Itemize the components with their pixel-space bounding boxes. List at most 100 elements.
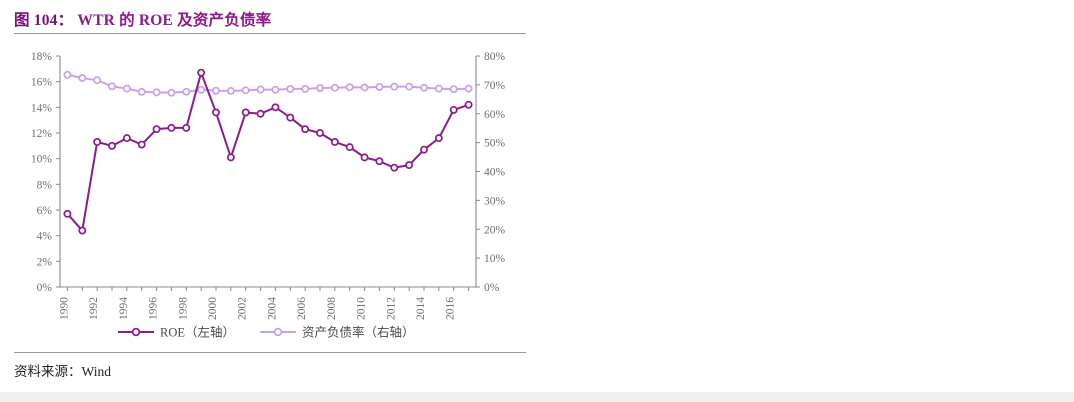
roe-series-marker — [316, 129, 324, 137]
roe-series-marker — [122, 134, 131, 143]
debt-ratio-series-marker — [182, 87, 191, 96]
left-axis-tick-label: 16% — [31, 77, 53, 89]
figure-104-footnote: 资料来源：Wind — [14, 364, 111, 379]
roe-series-line — [66, 71, 470, 232]
left-axis-tick-label: 10% — [31, 154, 53, 166]
roe-series-marker — [464, 100, 473, 109]
roe-series-marker — [108, 141, 116, 150]
figure-104-panel: 图 104： WTR 的 ROE 及资产负债率 0% 2% 4% 6% 8% 10% 12%… — [14, 8, 526, 379]
roe-series-marker — [390, 163, 399, 172]
left-axis-tick-label: 12% — [31, 128, 53, 140]
roe-series-marker — [420, 145, 428, 154]
roe-series-marker — [375, 157, 384, 166]
x-axis-tick-label: 2004 — [266, 297, 278, 320]
debt-ratio-series-marker — [78, 73, 87, 82]
right-axis-tick-label: 70% — [484, 80, 506, 92]
roe-series-marker — [345, 143, 354, 152]
roe-series-marker — [286, 113, 295, 122]
right-axis-tick-label: 0% — [484, 282, 500, 294]
roe-series-marker — [93, 138, 102, 146]
roe-series-marker — [182, 123, 191, 132]
roe-series-marker — [212, 108, 220, 117]
x-axis-tick-label: 1994 — [118, 297, 130, 320]
left-axis-tick-label: 2% — [37, 256, 53, 268]
legend-debt-ratio-label: 资产负债率（右轴） — [302, 325, 415, 340]
right-axis-tick-label: 80% — [484, 51, 506, 63]
right-axis-tick-label: 60% — [484, 109, 506, 121]
debt-ratio-series-marker — [464, 84, 473, 93]
debt-ratio-series-marker — [108, 82, 116, 91]
roe-series-marker — [137, 140, 146, 149]
legend-roe-marker — [131, 327, 141, 337]
debt-ratio-series-marker — [420, 83, 428, 92]
debt-ratio-series-marker — [449, 85, 458, 94]
x-axis-tick-label: 1998 — [177, 297, 189, 320]
debt-ratio-series-marker — [152, 88, 161, 97]
figure-104-legend: ROE（左轴） 资产负债率（右轴） — [118, 325, 415, 340]
legend-debt-ratio-marker — [273, 327, 283, 337]
debt-ratio-series-marker — [286, 84, 295, 93]
roe-series-marker — [63, 209, 72, 218]
figure-104-plot: 0% 2% 4% 6% 8% 10% 12% 14% 16% 18% 0% 10% 20% 30% 40% 5… — [14, 44, 526, 344]
left-axis-tick-label: 6% — [37, 205, 53, 217]
roe-series-marker — [226, 153, 235, 162]
figure-104-title-prefix: 图 104： — [14, 12, 74, 29]
x-axis-tick-label: 1990 — [58, 297, 70, 320]
x-axis-tick-label: 2000 — [207, 297, 219, 320]
x-axis-tick-label: 2010 — [356, 297, 368, 320]
legend-roe-label: ROE（左轴） — [160, 325, 235, 340]
roe-series-marker — [405, 161, 414, 170]
roe-series-marker — [167, 123, 176, 132]
debt-ratio-series-marker — [301, 84, 310, 93]
figure-104-title: 图 104： WTR 的 ROE 及资产负债率 — [14, 8, 271, 30]
x-axis-tick-label: 2014 — [415, 297, 427, 320]
debt-ratio-series-marker — [256, 85, 265, 94]
left-axis-tick-label: 0% — [37, 282, 53, 294]
debt-ratio-series-marker — [330, 83, 339, 92]
debt-ratio-series-marker — [405, 82, 414, 91]
page-bottom-strip — [0, 392, 1074, 402]
debt-ratio-series-marker — [93, 76, 102, 85]
roe-series-marker — [197, 68, 206, 77]
figure-104-top-rule — [14, 33, 526, 34]
roe-series-marker — [241, 108, 250, 117]
x-axis-tick-label: 2002 — [237, 297, 249, 320]
x-axis-tick-label: 2006 — [296, 297, 308, 320]
figure-104-title-text: WTR 的 ROE 及资产负债率 — [77, 12, 272, 29]
debt-ratio-series-marker — [241, 86, 250, 95]
left-axis-tick-label: 18% — [31, 51, 53, 63]
roe-series-marker — [330, 138, 339, 146]
debt-ratio-series-line — [66, 73, 470, 94]
left-axis-tick-label: 8% — [37, 179, 53, 191]
debt-ratio-series-marker — [212, 86, 220, 95]
left-axis-tick-label: 14% — [31, 102, 53, 114]
x-axis-tick-label: 1996 — [148, 297, 160, 320]
figure-104-svg: 0% 2% 4% 6% 8% 10% 12% 14% 16% 18% 0% 10% 20% 30% 40% 5… — [31, 51, 506, 340]
panel-divider — [540, 0, 541, 392]
debt-ratio-series-marker — [390, 82, 399, 91]
debt-ratio-series-marker — [122, 84, 131, 93]
figure-105-panel: 图 105： WTR 年度派息比率 02468100%10%20%30%40%5… — [540, 0, 1074, 402]
debt-ratio-series-marker — [316, 84, 324, 93]
debt-ratio-series-marker — [167, 88, 176, 97]
x-axis-tick-label: 2008 — [326, 297, 338, 320]
debt-ratio-series-marker — [345, 83, 354, 92]
debt-ratio-series-marker — [63, 70, 72, 79]
debt-ratio-series-marker — [434, 84, 443, 93]
x-axis-tick-label: 2012 — [385, 297, 397, 320]
roe-series-marker — [301, 125, 310, 134]
roe-series-marker — [78, 226, 87, 235]
left-axis-tick-label: 4% — [37, 231, 53, 243]
roe-series-marker — [449, 105, 458, 114]
debt-ratio-series-marker — [375, 82, 384, 91]
roe-series-marker — [360, 153, 369, 162]
right-axis-tick-label: 30% — [484, 195, 506, 207]
roe-series-marker — [271, 103, 280, 112]
roe-series-marker — [152, 125, 161, 134]
right-axis-tick-label: 40% — [484, 167, 506, 179]
debt-ratio-series-marker — [137, 87, 146, 96]
debt-ratio-series-marker — [226, 86, 235, 95]
right-axis-tick-label: 20% — [484, 224, 506, 236]
roe-series-marker — [434, 134, 443, 143]
